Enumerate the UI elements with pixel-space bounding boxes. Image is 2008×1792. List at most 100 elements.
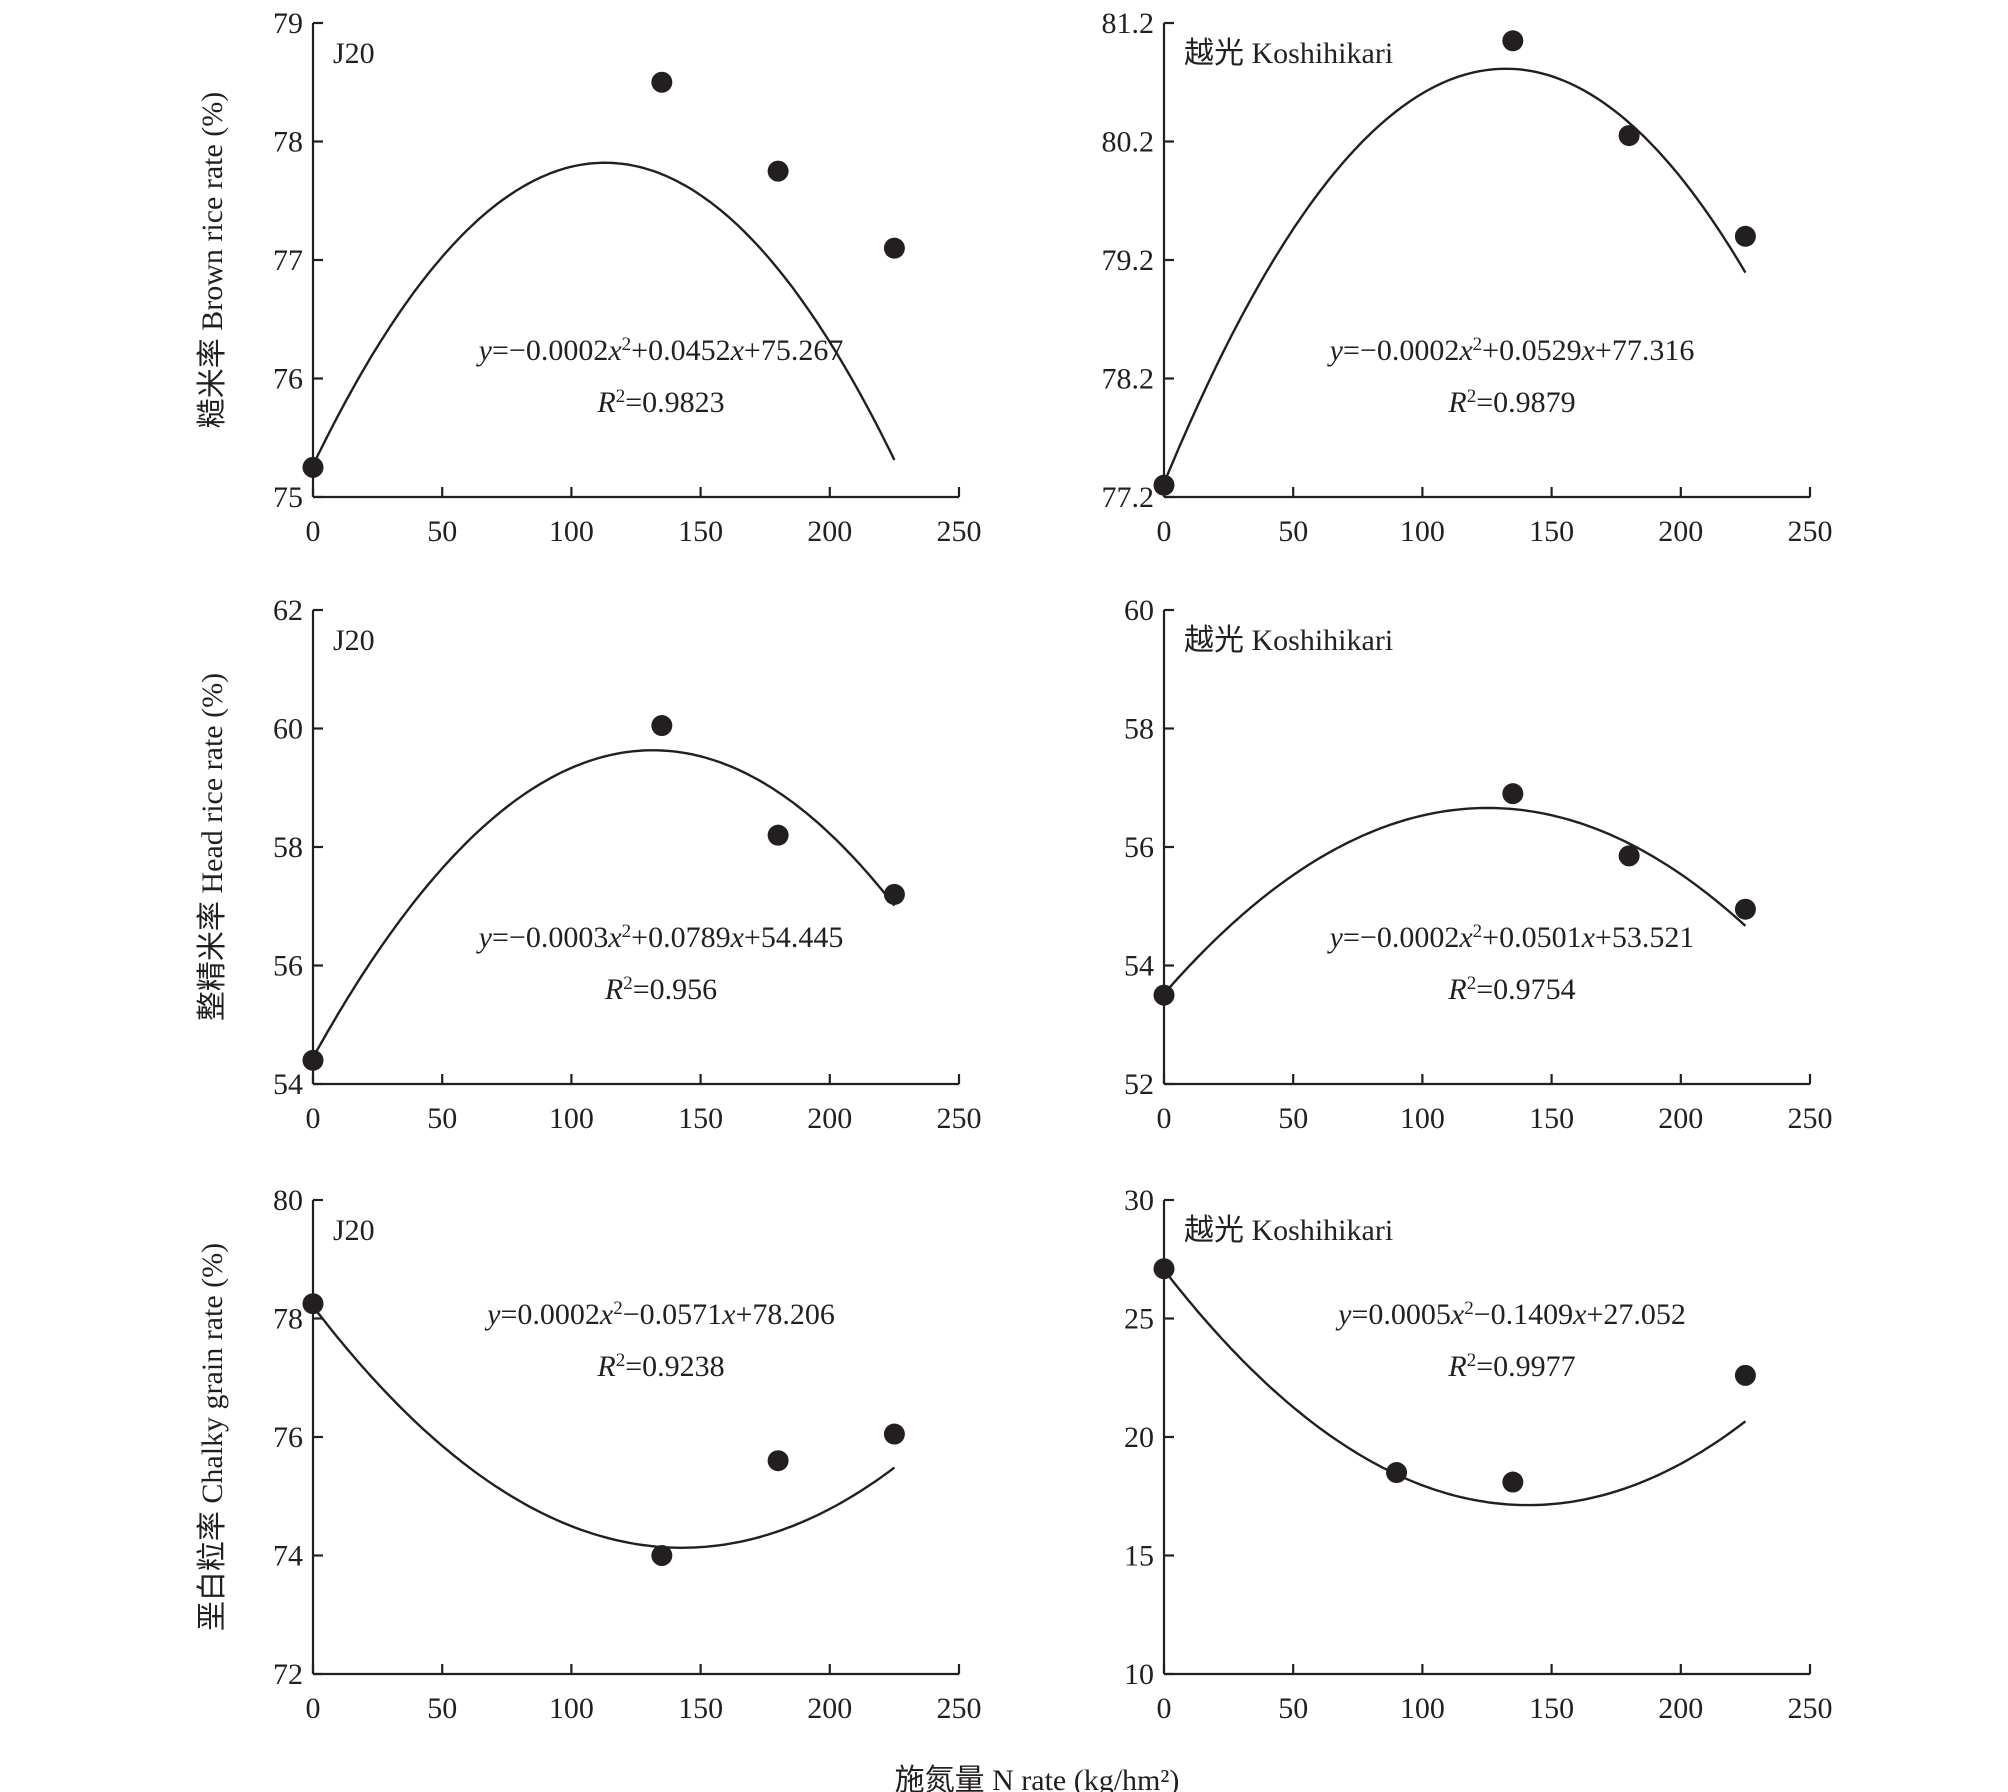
equation-part: +53.521 [1595,921,1694,954]
y-tick-label: 79.2 [1102,244,1155,277]
y-tick-label: 54 [273,1068,303,1101]
r-squared-part: 2 [616,1350,626,1371]
x-tick-label: 50 [1278,515,1308,548]
r-squared-part: R [604,973,623,1006]
r-squared-part: 2 [1467,386,1477,407]
equation-part: +75.267 [744,334,843,367]
fit-equation: y=0.0002x2−0.0571x+78.206 [484,1298,835,1332]
equation-part: +54.445 [744,921,843,954]
equation-part: +27.052 [1586,1298,1685,1331]
data-point [651,71,673,93]
r-squared-part: R [596,1350,615,1383]
x-tick-label: 100 [1400,1692,1445,1725]
y-tick-label: 58 [273,831,303,864]
x-tick-label: 100 [549,1692,594,1725]
x-tick-label: 200 [1658,515,1703,548]
x-tick-label: 200 [1658,1692,1703,1725]
equation-part: +0.0452 [631,334,730,367]
data-point [1386,1462,1408,1484]
x-tick-label: 200 [807,1692,852,1725]
r-squared-part: =0.9754 [1476,973,1575,1006]
r-squared: R2=0.956 [604,973,717,1007]
y-tick-label: 76 [273,1421,303,1454]
r-squared-part: R [1447,1350,1466,1383]
data-point [767,160,789,182]
equation-part: +0.0501 [1482,921,1581,954]
fit-curve [1163,1269,1747,1507]
x-tick-label: 150 [678,515,723,548]
data-point [651,1545,673,1566]
y-tick-label: 60 [1124,594,1154,627]
panel-6: 10 15 20 25 30 0 50 100 150 200 250 越光 Koshihikari y… [1124,1184,1833,1725]
fit-equation: y=−0.0003x2+0.0789x+54.445 [476,921,844,955]
x-tick-label: 250 [1788,1102,1833,1135]
fit-equation: y=0.0005x2−0.1409x+27.052 [1335,1298,1686,1332]
y-tick-label: 77 [273,244,303,277]
y-tick-label: 10 [1124,1658,1154,1691]
equation-part: y [476,921,493,954]
fit-curve [311,749,896,1059]
x-tick-label: 250 [1788,1692,1833,1725]
data-point [1502,783,1524,805]
y-tick-label: 56 [1124,831,1154,864]
equation-part: y [484,1298,501,1331]
r-squared-part: R [596,386,615,419]
data-point [883,237,905,259]
data-point [767,824,789,846]
y-tick-label: 80.2 [1102,126,1155,159]
equation-part: x [599,1298,614,1331]
y-tick-label: 78.2 [1102,363,1155,396]
y-tick-label: 60 [273,713,303,746]
equation-part: 2 [613,1298,623,1319]
x-tick-label: 150 [678,1102,723,1135]
y-tick-label: 80 [273,1184,303,1217]
panel-label: J20 [333,624,375,657]
x-tick-label: 250 [1788,515,1833,548]
y-tick-label: 75 [273,481,303,514]
y-tick-label: 74 [273,1540,303,1573]
equation-part: x [607,334,622,367]
row-y-axis-labels: 糙米率 Brown rice rate (%) 整精米率 Head rice ra… [196,92,229,1631]
panel-label: J20 [333,1214,375,1247]
x-tick-label: 200 [807,1102,852,1135]
equation-part: +77.316 [1595,334,1694,367]
equation-part: x [721,1298,736,1331]
data-point [1734,1364,1756,1386]
data-point [1618,125,1640,147]
x-tick-label: 50 [427,515,457,548]
r-squared-part: =0.9238 [625,1350,724,1383]
equation-part: 2 [1464,1298,1474,1319]
data-point [1153,474,1175,496]
equation-part: =0.0005 [1351,1298,1450,1331]
x-tick-label: 250 [937,515,982,548]
x-tick-label: 150 [1529,1692,1574,1725]
r-squared-part: 2 [1467,973,1477,994]
data-point [1734,225,1756,247]
x-tick-label: 100 [549,515,594,548]
data-point [883,1423,905,1445]
r-squared: R2=0.9977 [1447,1350,1575,1384]
x-tick-label: 50 [1278,1692,1308,1725]
data-point [1502,30,1524,52]
data-point [302,1049,324,1071]
y-tick-label: 77.2 [1102,481,1155,514]
panel-2: 77.2 78.2 79.2 80.2 81.2 0 50 100 150 200 250 越光 Ko… [1102,7,1833,548]
data-point [1153,1258,1175,1280]
equation-part: x [1458,921,1473,954]
x-tick-label: 200 [807,515,852,548]
x-tick-label: 0 [1157,1692,1172,1725]
equation-part: =−0.0002 [1343,921,1459,954]
data-point [1618,845,1640,867]
equation-part: x [1450,1298,1465,1331]
equation-part: y [1335,1298,1352,1331]
data-point [1502,1471,1524,1493]
x-tick-label: 150 [1529,515,1574,548]
equation-part: =0.0002 [500,1298,599,1331]
equation-part: −0.1409 [1474,1298,1573,1331]
equation-part: x [607,921,622,954]
x-tick-label: 50 [1278,1102,1308,1135]
y-tick-label: 62 [273,594,303,627]
data-point [883,883,905,905]
fit-curve [1162,67,1747,484]
